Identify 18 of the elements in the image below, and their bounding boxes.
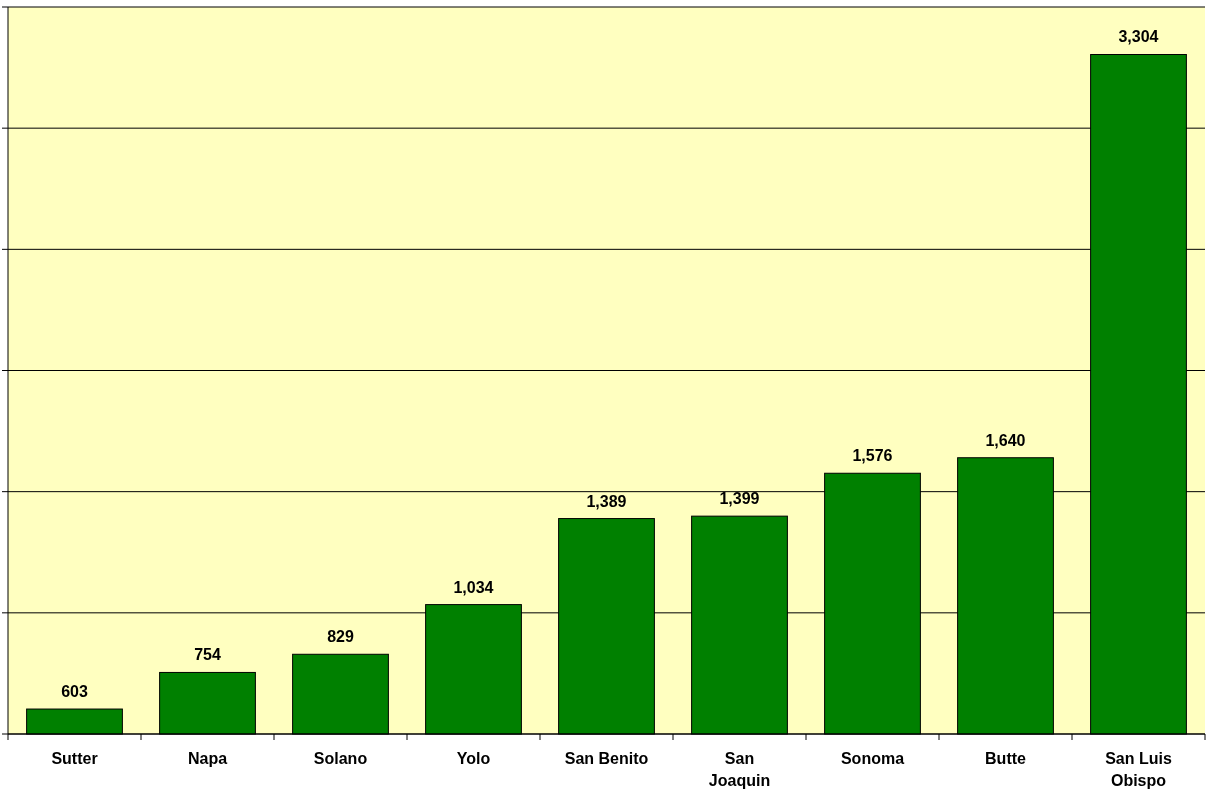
x-tick-label: Sutter [51,750,98,767]
x-tick-label: Sonoma [840,750,905,767]
x-tick-label: Butte [985,750,1027,767]
data-label: 1,034 [453,578,494,596]
data-label: 603 [61,683,88,701]
data-label: 1,576 [852,447,893,465]
x-tick-label: Yolo [456,750,491,767]
x-tick-label: San Benito [564,750,649,767]
data-label: 1,640 [985,431,1026,449]
data-label: 1,389 [586,492,627,510]
data-label: 3,304 [1118,28,1159,46]
data-label: 754 [194,646,221,664]
x-tick-label: Solano [313,750,368,767]
x-tick-label: Napa [187,750,228,767]
data-label: 829 [327,628,354,646]
x-tick-label: San Joaquin [708,750,771,789]
x-tick-label: San Luis Obispo [1105,750,1172,789]
data-label: 1,399 [719,490,760,508]
